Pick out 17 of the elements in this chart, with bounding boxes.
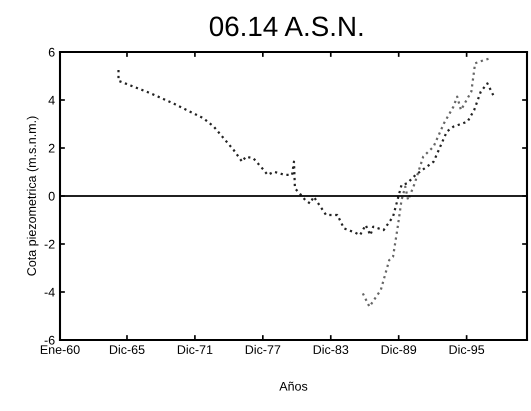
x-tick-label: Dic-89	[382, 344, 416, 354]
x-axis-title: Años	[279, 382, 308, 391]
y-tick-label: -2	[44, 240, 55, 249]
y-tick-label: -4	[44, 288, 55, 297]
y-tick-label: 2	[48, 144, 55, 153]
y-tick-label: 4	[48, 96, 55, 105]
x-tick-label: Dic-95	[450, 344, 484, 354]
x-tick-label: Ene-60	[40, 345, 80, 354]
x-tick-label: Dic-65	[110, 344, 145, 354]
y-tick-label: 0	[48, 192, 55, 201]
x-tick-label: Dic-83	[314, 344, 348, 354]
y-tick-label: -6	[44, 336, 55, 345]
y-axis-title: Cota piezometrica (m.s.n.m.)	[26, 116, 38, 276]
x-tick-label: Dic-77	[246, 344, 280, 354]
x-tick-label: Dic-71	[178, 344, 212, 354]
chart-title: 06.14 A.S.N.	[210, 16, 362, 36]
y-tick-label: 6	[48, 48, 55, 57]
